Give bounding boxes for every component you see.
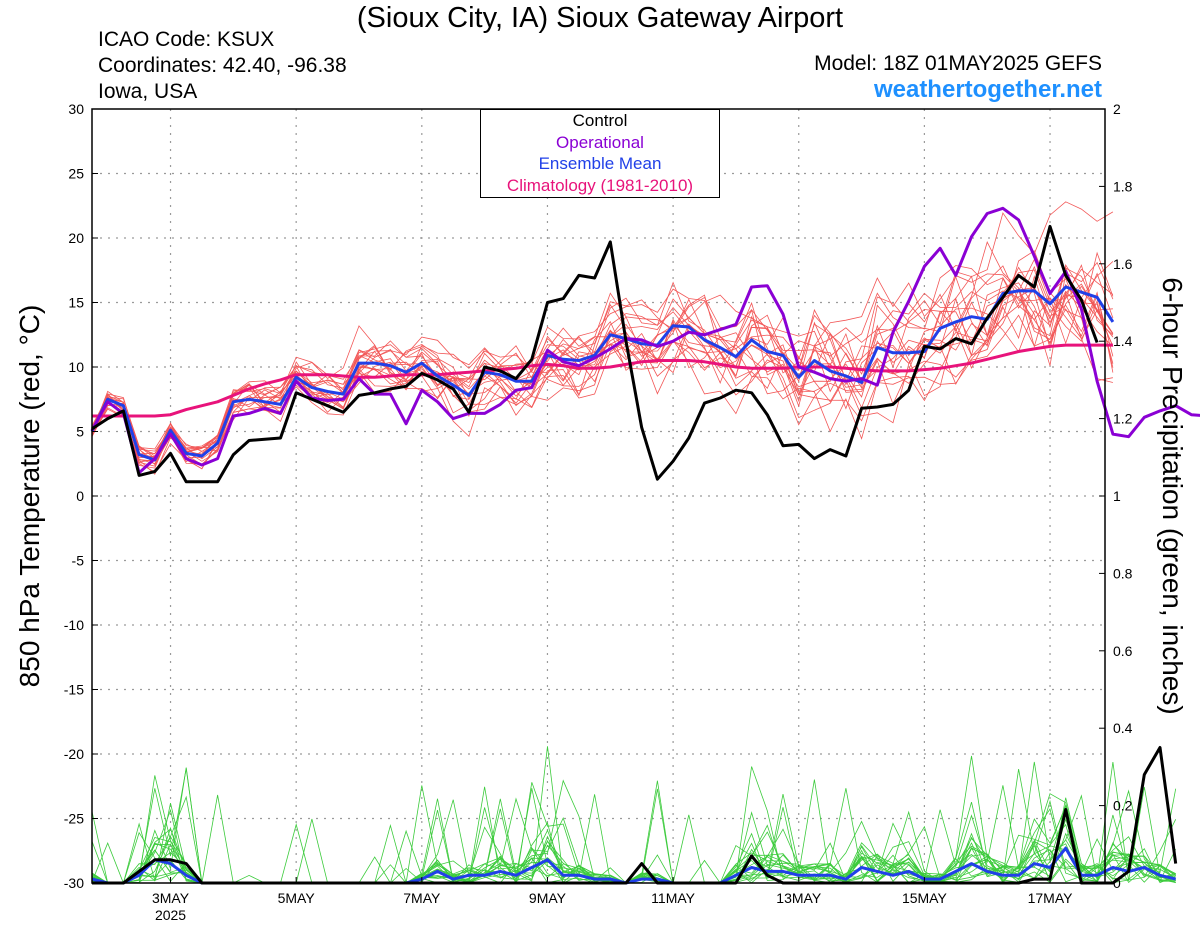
x-tick-label: 3MAY xyxy=(152,890,190,906)
right-axis-title: 6-hour Precipitation (green, inches) xyxy=(1157,277,1188,715)
region: Iowa, USA xyxy=(98,80,198,103)
legend: Control Operational Ensemble Mean Climat… xyxy=(480,109,720,198)
left-tick-label: 15 xyxy=(68,295,84,311)
right-tick-label: 0.4 xyxy=(1113,720,1133,736)
left-axis-ticks: 30 25 20 15 10 5 0 -5 -10 -15 -20 -25 -30 xyxy=(64,101,98,891)
temperature-member-line xyxy=(91,266,1114,455)
x-tick-sublabel: 2025 xyxy=(155,907,186,923)
x-tick-label: 17MAY xyxy=(1028,890,1074,906)
left-tick-label: -20 xyxy=(64,746,84,762)
left-tick-label: 20 xyxy=(68,230,84,246)
icao-code: ICAO Code: KSUX xyxy=(98,28,275,51)
temperature-member-line xyxy=(91,250,1114,456)
grid-lines xyxy=(92,109,1105,883)
right-tick-label: 2 xyxy=(1113,101,1121,117)
site-name: weathertogether.net xyxy=(873,76,1102,103)
x-tick-label: 9MAY xyxy=(529,890,567,906)
legend-control: Control xyxy=(572,111,628,130)
temperature-member-line xyxy=(91,287,1114,462)
right-tick-label: 0.6 xyxy=(1113,643,1133,659)
legend-ensemble-mean: Ensemble Mean xyxy=(538,154,662,173)
x-tick-label: 11MAY xyxy=(651,890,695,906)
right-tick-label: 0.2 xyxy=(1113,798,1133,814)
plot-background xyxy=(92,109,1105,883)
right-axis-ticks: 2 1.8 1.6 1.4 1.2 1 0.8 0.6 0.4 0.2 0 xyxy=(1099,101,1133,891)
x-tick-label: 13MAY xyxy=(776,890,822,906)
left-tick-label: -10 xyxy=(64,617,84,633)
temperature-member-line xyxy=(91,264,1114,466)
operational-line xyxy=(90,206,1200,475)
right-tick-label: 1.4 xyxy=(1113,333,1133,349)
left-axis-title: 850 hPa Temperature (red, °C) xyxy=(14,304,45,688)
right-tick-label: 0 xyxy=(1113,875,1121,891)
temperature-member-line xyxy=(91,277,1114,459)
left-tick-label: 10 xyxy=(68,359,84,375)
left-tick-label: -15 xyxy=(64,682,84,698)
x-tick-label: 7MAY xyxy=(403,890,441,906)
right-tick-label: 0.8 xyxy=(1113,565,1133,581)
right-tick-label: 1.6 xyxy=(1113,256,1133,272)
right-tick-label: 1 xyxy=(1113,488,1121,504)
left-tick-label: 5 xyxy=(76,424,84,440)
coordinates: Coordinates: 42.40, -96.38 xyxy=(98,54,347,77)
left-tick-label: 30 xyxy=(68,101,84,117)
left-tick-label: 0 xyxy=(76,488,84,504)
left-tick-label: -30 xyxy=(64,875,84,891)
left-tick-label: -5 xyxy=(72,553,85,569)
x-tick-label: 15MAY xyxy=(902,890,948,906)
model-run: Model: 18Z 01MAY2025 GEFS xyxy=(814,52,1102,75)
chart-title: (Sioux City, IA) Sioux Gateway Airport xyxy=(356,2,844,34)
legend-operational: Operational xyxy=(556,132,644,152)
x-tick-label: 5MAY xyxy=(278,890,316,906)
ensemble-mean-line xyxy=(90,285,1115,462)
left-tick-label: -25 xyxy=(64,811,84,827)
climatology-line xyxy=(92,343,1113,418)
left-tick-label: 25 xyxy=(68,166,84,182)
control-line xyxy=(91,224,1099,484)
legend-climatology: Climatology (1981-2010) xyxy=(506,175,694,195)
right-tick-label: 1.8 xyxy=(1113,178,1133,194)
right-tick-label: 1.2 xyxy=(1113,411,1133,427)
